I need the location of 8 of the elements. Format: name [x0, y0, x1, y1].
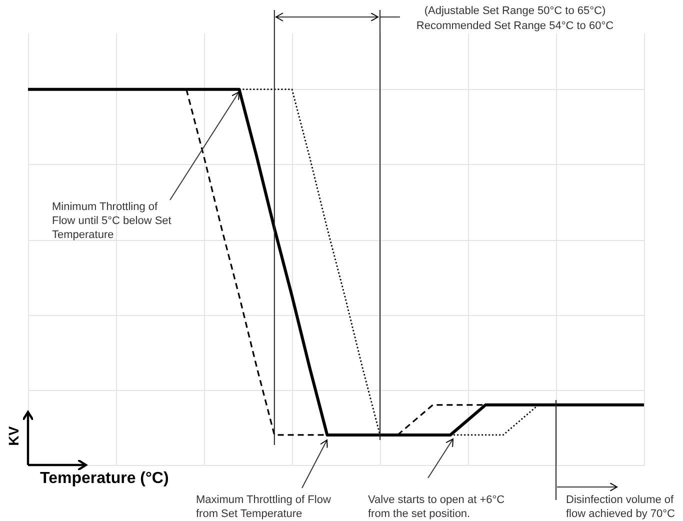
text: (Adjustable Set Range 50°C to 65°C): [423, 4, 607, 18]
text: Maximum Throttling of Flow from Set Temperature: [196, 493, 332, 521]
text: Disinfection volume of flow achieved by 70°C: [566, 493, 676, 521]
text: Recommended Set Range 54°C to 60°C: [415, 19, 615, 33]
annotation: Minimum Throttling of Flow until 5°C below Set Temperature: [52, 200, 172, 242]
text: Valve starts to open at +6°C from the set position.: [368, 493, 506, 521]
y-axis-title: KV: [6, 426, 22, 446]
x-axis-title: Temperature (°C): [40, 470, 169, 488]
